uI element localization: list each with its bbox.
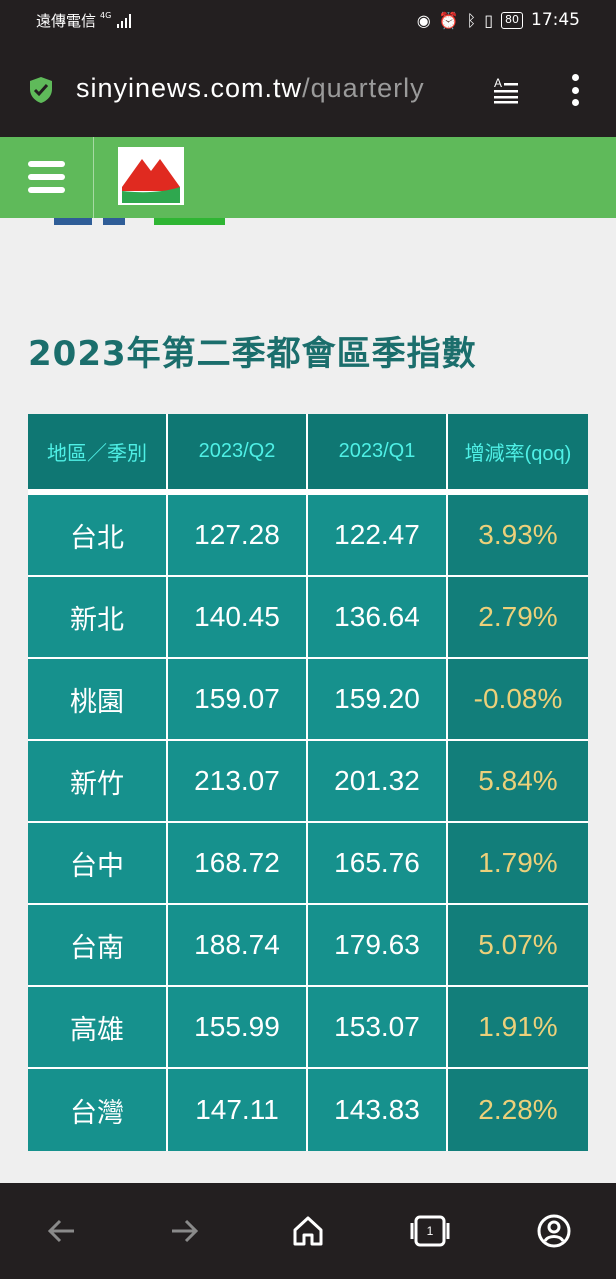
cell-q1: 153.07 <box>308 987 448 1069</box>
browser-toolbar: sinyinews.com.tw/quarterly A <box>0 44 616 137</box>
tab-count: 1 <box>426 1224 434 1238</box>
browser-bottom-nav: 1 <box>0 1183 616 1279</box>
header-strip-green <box>154 218 225 225</box>
home-icon[interactable] <box>290 1213 326 1249</box>
bluetooth-icon: ᛒ <box>466 10 477 30</box>
status-left: 遠傳電信 4G <box>36 10 132 31</box>
network-type: 4G <box>100 10 112 20</box>
cell-region: 高雄 <box>28 987 168 1069</box>
cell-region: 台中 <box>28 823 168 905</box>
cell-q1: 201.32 <box>308 741 448 823</box>
cell-qoq: 2.79% <box>448 577 588 659</box>
reader-mode-icon[interactable]: A <box>490 76 522 104</box>
battery-icon: 80 <box>501 11 523 29</box>
url-domain: sinyinews.com.tw <box>76 73 303 103</box>
cell-qoq: -0.08% <box>448 659 588 741</box>
menu-icon[interactable] <box>28 161 65 193</box>
cell-q1: 122.47 <box>308 495 448 577</box>
cell-region: 新北 <box>28 577 168 659</box>
carrier-name: 遠傳電信 <box>36 12 97 30</box>
header-divider <box>93 137 94 218</box>
table-row: 新竹 213.07 201.32 5.84% <box>28 741 588 823</box>
status-right: ◉ ⏰ ᛒ ▯ 80 17:45 <box>417 10 580 30</box>
cell-q2: 140.45 <box>168 577 308 659</box>
back-icon[interactable] <box>44 1213 80 1249</box>
cell-qoq: 5.07% <box>448 905 588 987</box>
cell-q2: 213.07 <box>168 741 308 823</box>
cell-region: 台北 <box>28 495 168 577</box>
cell-q2: 147.11 <box>168 1069 308 1151</box>
cell-q2: 155.99 <box>168 987 308 1069</box>
cell-region: 桃園 <box>28 659 168 741</box>
header-q2: 2023/Q2 <box>168 414 308 495</box>
header-strip-blue-2 <box>103 218 125 225</box>
cell-q2: 168.72 <box>168 823 308 905</box>
site-logo[interactable] <box>118 147 184 205</box>
table-row: 新北 140.45 136.64 2.79% <box>28 577 588 659</box>
url-path: /quarterly <box>302 73 425 103</box>
cell-q1: 179.63 <box>308 905 448 987</box>
header-region: 地區／季別 <box>28 414 168 495</box>
header-qoq: 增減率(qoq) <box>448 414 588 495</box>
table-body: 台北 127.28 122.47 3.93% 新北 140.45 136.64 2.79% 桃園… <box>28 495 588 1151</box>
status-bar: 遠傳電信 4G ◉ ⏰ ᛒ ▯ 80 17:45 <box>0 0 616 44</box>
cell-q2: 159.07 <box>168 659 308 741</box>
forward-icon[interactable] <box>166 1213 202 1249</box>
more-options-icon[interactable] <box>568 74 582 106</box>
cell-qoq: 3.93% <box>448 495 588 577</box>
cell-qoq: 2.28% <box>448 1069 588 1151</box>
cell-q1: 165.76 <box>308 823 448 905</box>
tabs-icon[interactable]: 1 <box>410 1213 450 1249</box>
table-row: 桃園 159.07 159.20 -0.08% <box>28 659 588 741</box>
account-icon[interactable] <box>536 1213 572 1249</box>
cell-qoq: 1.91% <box>448 987 588 1069</box>
cell-region: 台南 <box>28 905 168 987</box>
cell-qoq: 1.79% <box>448 823 588 905</box>
cell-qoq: 5.84% <box>448 741 588 823</box>
site-header <box>0 137 616 218</box>
header-q1: 2023/Q1 <box>308 414 448 495</box>
secure-shield-icon[interactable] <box>28 76 54 104</box>
index-table: 地區／季別 2023/Q2 2023/Q1 增減率(qoq) 台北 127.28 1… <box>28 414 588 1151</box>
table-row: 台南 188.74 179.63 5.07% <box>28 905 588 987</box>
cell-q1: 136.64 <box>308 577 448 659</box>
cell-q2: 127.28 <box>168 495 308 577</box>
header-strip-blue-1 <box>54 218 92 225</box>
table-header-row: 地區／季別 2023/Q2 2023/Q1 增減率(qoq) <box>28 414 588 495</box>
cell-q1: 143.83 <box>308 1069 448 1151</box>
eye-icon: ◉ <box>416 10 431 30</box>
table-row: 高雄 155.99 153.07 1.91% <box>28 987 588 1069</box>
vibrate-icon: ▯ <box>484 10 493 30</box>
alarm-icon: ⏰ <box>438 10 459 30</box>
svg-text:A: A <box>494 76 502 90</box>
table-row: 台中 168.72 165.76 1.79% <box>28 823 588 905</box>
page-title: 2023年第二季都會區季指數 <box>28 334 477 374</box>
cell-region: 新竹 <box>28 741 168 823</box>
address-bar[interactable]: sinyinews.com.tw/quarterly <box>76 73 425 104</box>
clock: 17:45 <box>531 10 580 30</box>
cell-q2: 188.74 <box>168 905 308 987</box>
cell-region: 台灣 <box>28 1069 168 1151</box>
table-row: 台北 127.28 122.47 3.93% <box>28 495 588 577</box>
table-row: 台灣 147.11 143.83 2.28% <box>28 1069 588 1151</box>
cell-q1: 159.20 <box>308 659 448 741</box>
signal-icon <box>117 13 132 28</box>
